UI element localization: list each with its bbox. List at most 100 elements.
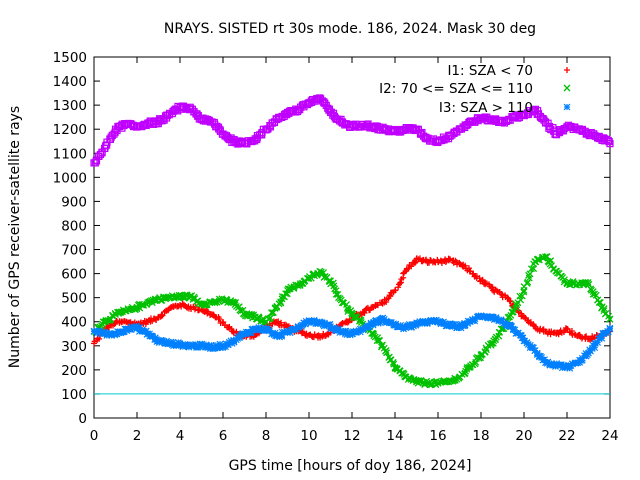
trace-mark — [299, 329, 306, 336]
trace-mark — [296, 280, 304, 288]
trace-mark — [158, 311, 165, 318]
series-3 — [90, 94, 614, 167]
trace-mark — [498, 291, 505, 298]
data-point — [606, 315, 614, 323]
trace-mark — [376, 337, 384, 345]
trace-mark — [96, 329, 104, 337]
trace-mark — [569, 360, 577, 368]
trace-mark — [142, 327, 150, 335]
trace-mark — [502, 319, 510, 327]
trace-mark — [465, 265, 472, 272]
trace-mark — [302, 320, 309, 328]
trace-mark — [564, 325, 571, 332]
trace-mark — [307, 274, 315, 282]
legend-marker-2 — [563, 103, 571, 111]
trace-mark — [127, 326, 135, 333]
trace-mark — [302, 317, 310, 325]
x-tick-label-2: 2 — [133, 428, 142, 444]
trace-mark — [223, 133, 231, 141]
legend-label-I3: I3: SZA > 110 — [439, 100, 533, 116]
trace-mark — [520, 288, 528, 296]
y-tick-label-1000: 1000 — [53, 170, 87, 186]
trace-mark — [530, 322, 537, 329]
trace-mark — [342, 327, 350, 335]
trace-mark — [408, 263, 415, 270]
x-axis-title: GPS time [hours of doy 186, 2024] — [229, 458, 472, 474]
trace-mark — [108, 331, 116, 339]
trace-mark — [411, 259, 418, 266]
trace-mark — [426, 381, 434, 389]
trace-mark — [151, 297, 159, 305]
trace-mark — [395, 284, 402, 291]
trace-mark — [598, 334, 606, 342]
trace-mark — [159, 312, 166, 319]
legend: I1: SZA < 70 I2: 70 <= SZA <= 110 I3: SZ… — [379, 63, 571, 116]
y-tick-label-400: 400 — [61, 315, 87, 331]
trace-mark — [437, 319, 445, 327]
trace-mark — [280, 328, 288, 336]
trace-mark — [447, 320, 455, 328]
trace-mark — [416, 318, 424, 326]
trace-mark — [295, 323, 302, 331]
trace-mark — [366, 323, 374, 331]
x-tick-label-20: 20 — [515, 428, 532, 444]
trace-mark — [400, 325, 407, 333]
y-tick-label-0: 0 — [78, 411, 87, 427]
trace-mark — [588, 345, 596, 352]
trace-mark — [199, 342, 207, 350]
data-point — [595, 299, 603, 306]
y-tick-label-1400: 1400 — [53, 74, 87, 90]
trace-mark — [591, 344, 599, 352]
trace-mark — [392, 287, 399, 294]
trace-mark — [530, 344, 537, 352]
series-layer — [90, 94, 614, 395]
trace-mark — [519, 334, 527, 342]
trace-mark — [277, 299, 285, 307]
x-tick-label-10: 10 — [300, 428, 317, 444]
legend-marker-0 — [564, 67, 570, 73]
trace-mark — [102, 142, 110, 150]
trace-mark — [220, 319, 227, 326]
trace-mark — [349, 330, 356, 338]
series-2 — [90, 312, 614, 372]
trace-mark — [213, 298, 221, 306]
trace-mark — [504, 294, 511, 301]
trace-mark — [524, 278, 532, 286]
y-tick-label-1300: 1300 — [53, 98, 87, 114]
data-point — [509, 308, 517, 316]
data-point — [606, 325, 614, 333]
y-axis-title: Number of GPS receiver-satellite rays — [7, 106, 23, 368]
trace-mark — [407, 323, 415, 331]
legend-label-I1: I1: SZA < 70 — [447, 63, 533, 79]
trace-mark — [518, 292, 526, 300]
trace-mark — [471, 360, 479, 368]
trace-mark — [107, 330, 115, 338]
trace-mark — [182, 342, 190, 349]
y-tick-label-1200: 1200 — [53, 122, 87, 138]
trace-mark — [461, 369, 469, 377]
trace-mark — [357, 316, 365, 324]
x-tick-label-0: 0 — [90, 428, 99, 444]
trace-mark — [524, 340, 532, 348]
data-point — [542, 253, 549, 261]
trace-mark — [461, 321, 469, 329]
trace-mark — [604, 328, 612, 336]
trace-mark — [344, 319, 351, 326]
x-tick-label-4: 4 — [176, 428, 185, 444]
trace-mark — [592, 291, 600, 299]
trace-mark — [374, 319, 382, 327]
trace-mark — [120, 121, 128, 130]
trace-mark — [527, 265, 535, 273]
trace-mark — [489, 339, 497, 347]
trace-mark — [389, 358, 397, 366]
trace-mark — [204, 344, 212, 352]
trace-mark — [507, 298, 514, 305]
trace-mark — [461, 319, 468, 327]
y-tick-label-1500: 1500 — [53, 50, 87, 66]
trace-mark — [269, 309, 277, 317]
trace-mark — [568, 279, 576, 287]
data-point — [606, 140, 614, 148]
x-tick-label-6: 6 — [219, 428, 228, 444]
trace-mark — [106, 135, 115, 143]
